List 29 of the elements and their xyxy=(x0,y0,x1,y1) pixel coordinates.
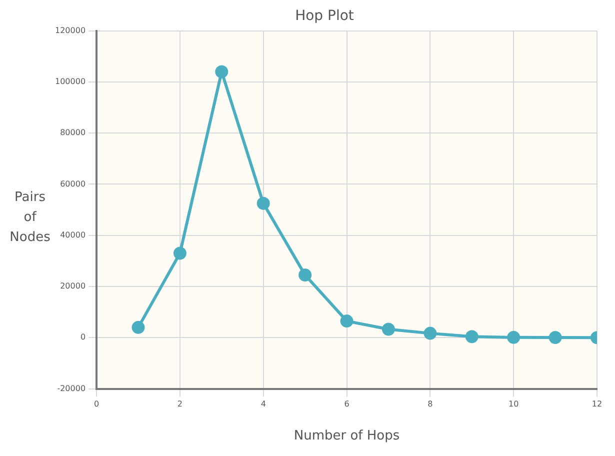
y-tick-label: 40000 xyxy=(60,230,86,240)
x-tick-label: 2 xyxy=(177,400,182,409)
x-tick-label: 6 xyxy=(344,400,350,409)
x-tick-label: 8 xyxy=(428,400,433,409)
x-tick-label: 10 xyxy=(508,400,519,409)
point xyxy=(298,268,312,282)
x-tick-label: 4 xyxy=(260,400,266,409)
point xyxy=(382,322,395,336)
x-tick-label: 12 xyxy=(592,400,602,409)
point xyxy=(256,196,270,210)
point xyxy=(507,330,520,344)
y-tick-label: 80000 xyxy=(60,128,86,138)
chart-title: Hop Plot xyxy=(295,8,354,24)
point xyxy=(132,320,145,334)
point xyxy=(340,314,354,328)
y-tick-label: 60000 xyxy=(60,179,86,188)
y-tick-label: 100000 xyxy=(54,77,86,86)
x-tick-label: 0 xyxy=(94,400,100,409)
y-tick-label: 0 xyxy=(80,332,86,342)
point xyxy=(548,331,562,344)
x-axis-title: Number of Hops xyxy=(294,428,400,444)
y-tick-label: 120000 xyxy=(54,26,86,35)
y-axis-title: Pairs of Nodes xyxy=(8,189,52,247)
y-tick-label: -20000 xyxy=(57,384,86,393)
point xyxy=(173,246,186,260)
point xyxy=(424,326,437,340)
y-tick-label: 20000 xyxy=(60,282,86,291)
point xyxy=(215,65,228,78)
point xyxy=(465,330,478,344)
